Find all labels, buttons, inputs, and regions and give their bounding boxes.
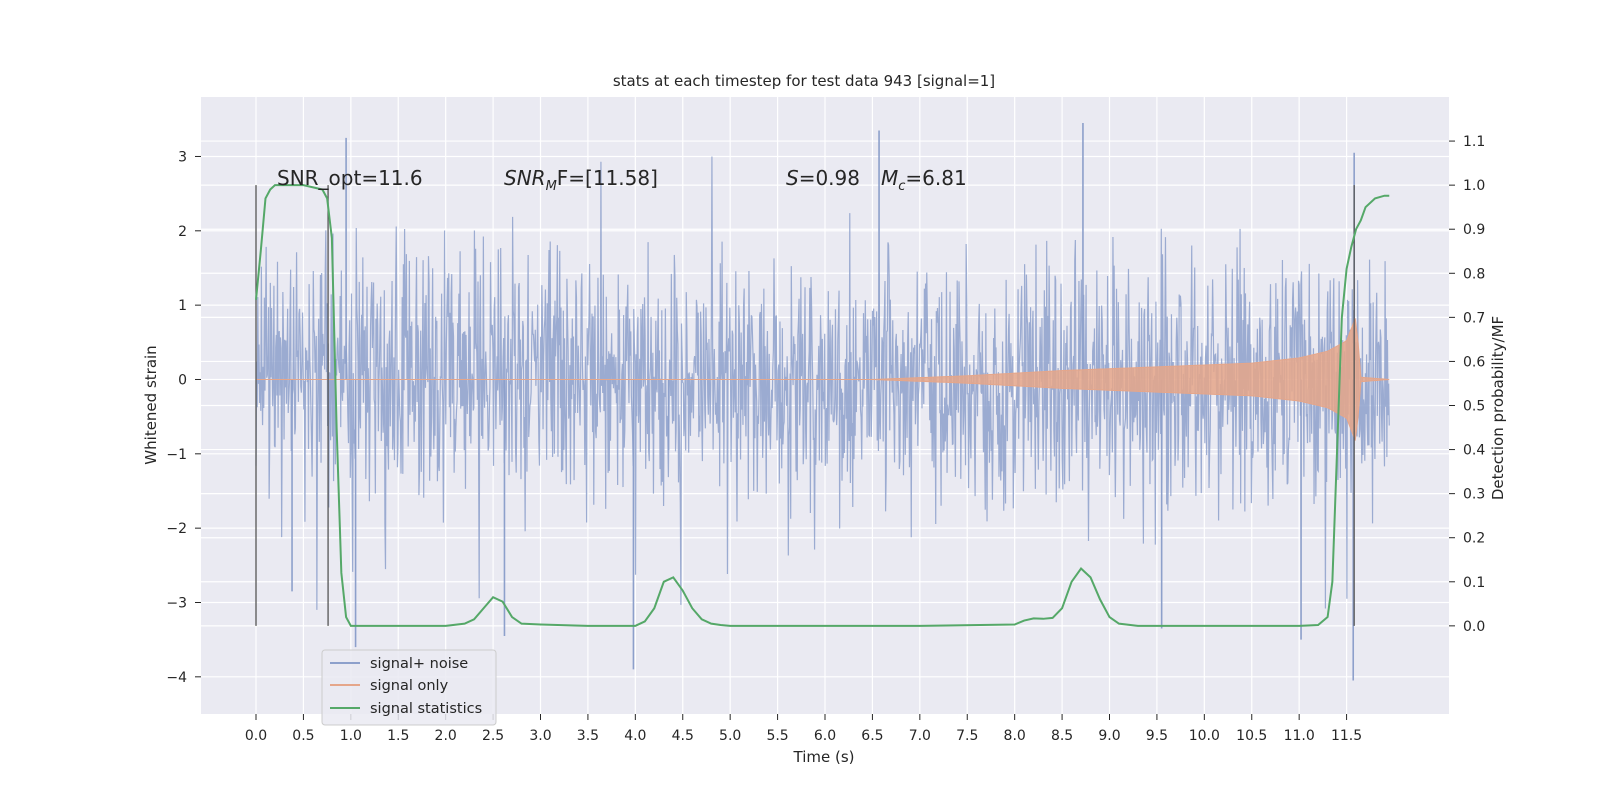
x-tick-label: 0.5 bbox=[292, 728, 314, 744]
y-axis-left-ticks: 3 2 1 0 −1 −2 −3 −4 bbox=[166, 149, 201, 686]
x-tick-label: 6.0 bbox=[814, 728, 836, 744]
annotation-snr-opt-text: SNR_opt=11.6 bbox=[277, 166, 423, 190]
y-right-tick-label: 1.1 bbox=[1463, 134, 1485, 150]
annotation-snr-opt: SNR_opt=11.6 bbox=[277, 166, 423, 190]
y-right-tick-label: 1.0 bbox=[1463, 178, 1485, 194]
x-tick-label: 7.5 bbox=[956, 728, 978, 744]
x-tick-label: 10.0 bbox=[1189, 728, 1220, 744]
x-tick-label: 8.5 bbox=[1051, 728, 1073, 744]
x-tick-label: 4.0 bbox=[624, 728, 646, 744]
x-tick-label: 3.5 bbox=[577, 728, 599, 744]
x-tick-label: 1.5 bbox=[387, 728, 409, 744]
plot-area bbox=[255, 123, 1390, 681]
y-right-tick-label: 0.6 bbox=[1463, 354, 1485, 370]
legend-label-noise: signal+ noise bbox=[370, 656, 468, 672]
x-tick-label: 5.0 bbox=[719, 728, 741, 744]
y-right-tick-label: 0.1 bbox=[1463, 575, 1485, 591]
legend: signal+ noise signal only signal statist… bbox=[321, 649, 497, 726]
y-right-tick-label: 0.3 bbox=[1463, 487, 1485, 503]
x-tick-label: 10.5 bbox=[1236, 728, 1267, 744]
x-tick-label: 9.0 bbox=[1098, 728, 1120, 744]
annotation-s-value: =0.98 bbox=[799, 166, 860, 190]
y-right-tick-label: 0.5 bbox=[1463, 399, 1485, 415]
y-left-tick-label: −1 bbox=[166, 447, 187, 463]
x-tick-label: 11.5 bbox=[1331, 728, 1362, 744]
y-left-tick-label: 1 bbox=[178, 298, 187, 314]
annotation-s: S=0.98 bbox=[786, 166, 860, 190]
y-left-tick-label: −2 bbox=[166, 521, 187, 537]
y-axis-right-ticks: 1.1 1.0 0.9 0.8 0.7 0.6 0.5 0.4 0.3 0.2 0.1 0.0 bbox=[1449, 134, 1485, 635]
y-right-tick-label: 0.8 bbox=[1463, 266, 1485, 282]
signal-only-trace bbox=[256, 318, 1390, 441]
y-left-tick-label: 0 bbox=[178, 372, 187, 388]
y-left-tick-label: −4 bbox=[166, 670, 187, 686]
y-right-tick-label: 0.7 bbox=[1463, 310, 1485, 326]
x-tick-label: 2.5 bbox=[482, 728, 504, 744]
annotation-mc-value: =6.81 bbox=[905, 166, 966, 190]
y-axis-left-label: Whitened strain bbox=[142, 345, 160, 464]
signal-statistics-trace bbox=[255, 184, 1390, 627]
y-right-tick-label: 0.0 bbox=[1463, 619, 1485, 635]
y-right-tick-label: 0.2 bbox=[1463, 531, 1485, 547]
x-tick-label: 3.0 bbox=[529, 728, 551, 744]
annotation-snr-mf: SNRMF=[11.58] bbox=[504, 166, 658, 194]
x-tick-label: 6.5 bbox=[861, 728, 883, 744]
y-axis-right-label: Detection probability/MF bbox=[1489, 316, 1507, 500]
annotation-snr-mf-subscript: M bbox=[546, 179, 557, 194]
annotation-mc-symbol: M bbox=[881, 166, 898, 190]
x-tick-label: 11.0 bbox=[1284, 728, 1315, 744]
y-left-tick-label: −3 bbox=[166, 595, 187, 611]
y-left-tick-label: 2 bbox=[178, 224, 187, 240]
x-tick-label: 8.0 bbox=[1004, 728, 1026, 744]
annotation-snr-mf-value: F=[11.58] bbox=[557, 166, 658, 190]
legend-box bbox=[321, 649, 497, 726]
signal-envelope bbox=[256, 318, 1390, 441]
x-tick-label: 9.5 bbox=[1146, 728, 1168, 744]
y-left-tick-label: 3 bbox=[178, 149, 187, 165]
x-tick-label: 0.0 bbox=[245, 728, 267, 744]
x-tick-label: 1.0 bbox=[340, 728, 362, 744]
x-tick-label: 7.0 bbox=[909, 728, 931, 744]
x-tick-label: 4.5 bbox=[672, 728, 694, 744]
y-right-tick-label: 0.9 bbox=[1463, 222, 1485, 238]
x-axis-label: Time (s) bbox=[793, 748, 855, 766]
annotation-mc-subscript: c bbox=[898, 179, 905, 194]
legend-label-signal: signal only bbox=[370, 678, 449, 694]
x-tick-label: 2.0 bbox=[435, 728, 457, 744]
legend-label-stats: signal statistics bbox=[370, 701, 482, 717]
annotation-snr-mf-symbol: SNR bbox=[504, 166, 546, 190]
statistics-line bbox=[255, 184, 1390, 627]
x-tick-label: 5.5 bbox=[766, 728, 788, 744]
annotation-s-symbol: S bbox=[786, 166, 799, 190]
chart-title: stats at each timestep for test data 943… bbox=[613, 72, 995, 90]
vertical-markers bbox=[255, 185, 1355, 626]
y-right-tick-label: 0.4 bbox=[1463, 443, 1485, 459]
x-axis-ticks: 0.0 0.5 1.0 1.5 2.0 2.5 3.0 3.5 4.0 4.5 5.0 5.5 6.0 6… bbox=[245, 714, 1362, 744]
annotation-mc: Mc=6.81 bbox=[881, 166, 967, 194]
